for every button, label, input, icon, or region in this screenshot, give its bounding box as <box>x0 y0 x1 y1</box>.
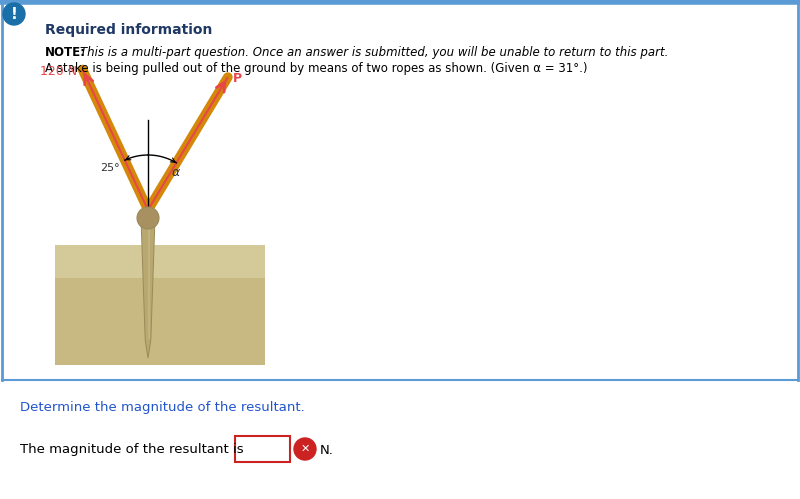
Circle shape <box>3 3 25 25</box>
Text: N.: N. <box>320 444 334 457</box>
Text: Determine the magnitude of the resultant.: Determine the magnitude of the resultant… <box>20 402 305 415</box>
Text: NOTE:: NOTE: <box>45 45 86 58</box>
Text: 25°: 25° <box>100 163 120 173</box>
Polygon shape <box>141 218 155 358</box>
Text: This is a multi-part question. Once an answer is submitted, you will be unable t: This is a multi-part question. Once an a… <box>80 45 668 58</box>
Text: A stake is being pulled out of the ground by means of two ropes as shown. (Given: A stake is being pulled out of the groun… <box>45 61 587 74</box>
Text: Required information: Required information <box>45 23 212 37</box>
Polygon shape <box>55 245 265 365</box>
Text: The magnitude of the resultant is: The magnitude of the resultant is <box>20 444 244 457</box>
Circle shape <box>137 207 159 229</box>
Text: !: ! <box>10 6 18 21</box>
Text: α: α <box>172 166 180 179</box>
Text: 120 N: 120 N <box>40 64 78 77</box>
Text: ✕: ✕ <box>300 444 310 454</box>
Polygon shape <box>55 245 265 278</box>
Circle shape <box>294 438 316 460</box>
FancyBboxPatch shape <box>235 436 290 462</box>
Text: P: P <box>233 72 242 85</box>
